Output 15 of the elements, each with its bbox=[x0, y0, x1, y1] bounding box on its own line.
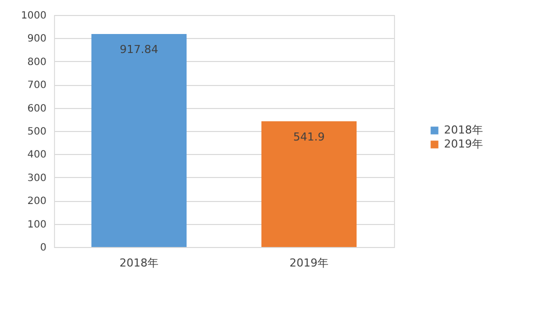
y-tick-label: 100 bbox=[27, 219, 46, 230]
y-tick-label: 300 bbox=[27, 172, 46, 184]
y-tick-label: 1000 bbox=[21, 10, 46, 22]
y-tick-label: 400 bbox=[27, 150, 46, 161]
y-tick-label: 700 bbox=[27, 80, 46, 92]
legend-label: 2019年 bbox=[444, 138, 483, 150]
y-tick-label: 500 bbox=[27, 126, 46, 138]
y-tick-label: 0 bbox=[40, 242, 46, 254]
y-tick-label: 900 bbox=[27, 34, 46, 45]
y-tick-label: 200 bbox=[27, 196, 46, 208]
y-tick-label: 600 bbox=[27, 103, 46, 114]
data-label: 917.84 bbox=[120, 43, 158, 56]
legend-label: 2018年 bbox=[444, 124, 483, 136]
data-label: 541.9 bbox=[293, 130, 325, 144]
y-tick-label: 800 bbox=[27, 56, 46, 68]
